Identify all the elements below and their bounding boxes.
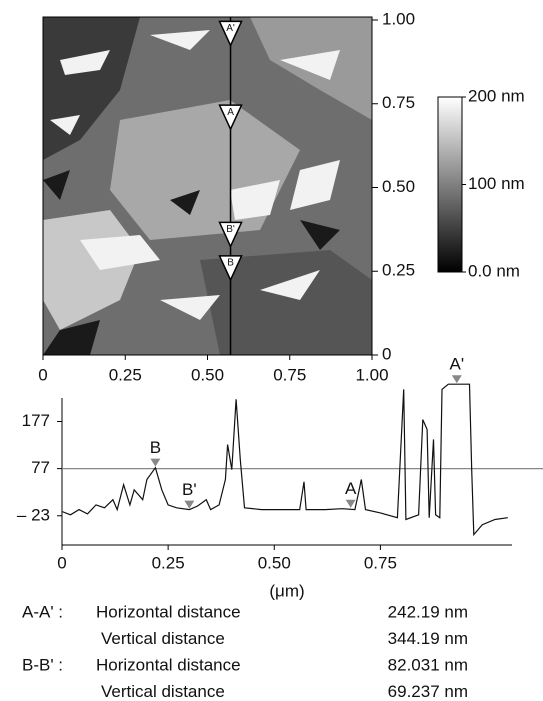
cursor (451, 375, 462, 384)
marker (218, 20, 243, 48)
marker-label: A (227, 107, 234, 118)
cursor (345, 499, 356, 508)
y-tick-label: 177 (22, 411, 50, 430)
cursor-label: A' (450, 355, 465, 374)
x-tick-label: 0.75 (273, 365, 306, 384)
x-tick-label: 0 (38, 365, 47, 384)
x-tick-label: 0.75 (364, 553, 397, 572)
x-tick-label: 1.00 (355, 365, 388, 384)
y-tick-label: 0 (382, 344, 391, 363)
marker-label: B (227, 258, 234, 269)
y-tick-label: 0.75 (382, 93, 415, 112)
measure-value: 69.237 nm (388, 682, 468, 701)
measurements: A-A' : Horizontal distance 242.19 nm Vertic… (22, 602, 468, 701)
cursor-label: A (345, 479, 357, 498)
measure-label: Horizontal distance (96, 602, 241, 621)
y-tick-label: 77 (31, 458, 50, 477)
colorbar-label: 100 nm (468, 174, 525, 193)
profile (61, 383, 508, 537)
colorbar (437, 96, 463, 273)
measure-value: 344.19 nm (388, 629, 468, 648)
marker-label: B' (226, 224, 235, 235)
marker (218, 221, 243, 249)
cursor-label: B (150, 438, 161, 457)
y-tick-label: 0.25 (382, 261, 415, 280)
x-tick-label: 0.25 (152, 553, 185, 572)
cursor (150, 458, 161, 467)
colorbar-label: 200 nm (468, 86, 525, 105)
x-tick-label: 0.50 (258, 553, 291, 572)
marker-label: A' (226, 23, 235, 34)
y-tick-label: 0.50 (382, 177, 415, 196)
y-tick-label: 1.00 (382, 9, 415, 28)
pair-label: B-B' : (22, 655, 63, 674)
measure-label: Horizontal distance (96, 655, 241, 674)
measure-value: 242.19 nm (388, 602, 468, 621)
pair-label: A-A' : (22, 602, 63, 621)
afm-image (43, 17, 372, 355)
cursor (184, 500, 195, 509)
x-tick-label: 0.25 (109, 365, 142, 384)
marker (218, 104, 243, 131)
x-tick-label: 0 (57, 553, 66, 572)
y-tick-label: – 23 (17, 505, 50, 524)
cursor-label: B' (182, 480, 197, 499)
x-axis-label: (μm) (269, 581, 304, 600)
marker (218, 255, 243, 282)
measure-label: Vertical distance (101, 629, 225, 648)
measure-label: Vertical distance (101, 682, 225, 701)
measure-value: 82.031 nm (388, 655, 468, 674)
colorbar-label: 0.0 nm (468, 261, 520, 280)
x-tick-label: 0.50 (191, 365, 224, 384)
